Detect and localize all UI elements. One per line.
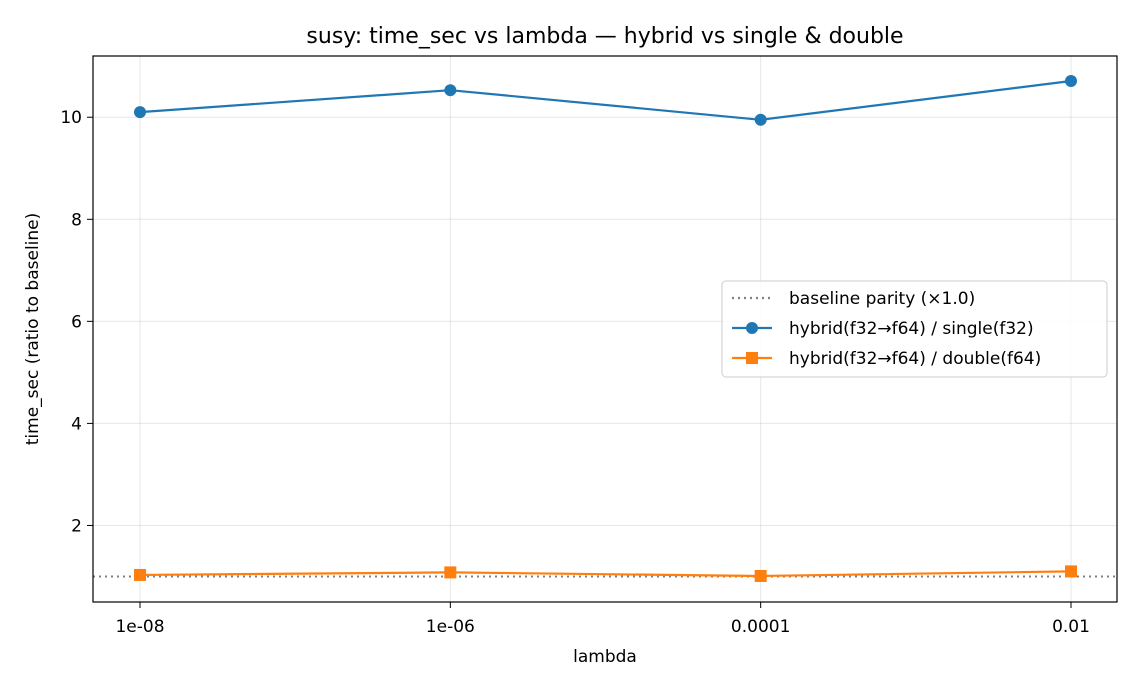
axis-ticks: 1e-08 1e-06 0.0001 0.01 2 4 6 8 10 <box>60 108 1090 637</box>
chart-title: susy: time_sec vs lambda — hybrid vs sin… <box>306 24 903 49</box>
data-point <box>1065 565 1077 578</box>
data-point <box>444 566 457 579</box>
data-point <box>754 569 767 582</box>
x-axis-label: lambda <box>573 647 637 667</box>
y-tick-label: 4 <box>71 414 82 434</box>
y-tick-label: 8 <box>71 210 82 230</box>
data-point <box>1065 75 1077 88</box>
data-point <box>134 568 146 581</box>
data-point <box>444 84 457 97</box>
series-layer <box>134 75 1077 582</box>
y-axis-label: time_sec (ratio to baseline) <box>23 213 43 446</box>
x-tick-label: 1e-08 <box>115 617 164 637</box>
legend-label: baseline parity (×1.0) <box>789 289 975 309</box>
plot-area-frame <box>92 55 1118 603</box>
legend-box <box>721 280 1108 378</box>
series-2 <box>134 565 1077 582</box>
legend-marker <box>746 322 758 334</box>
legend: baseline parity (×1.0) hybrid(f32→f64) / … <box>721 280 1108 378</box>
legend-label: hybrid(f32→f64) / double(f64) <box>789 349 1041 369</box>
y-tick-label: 6 <box>71 312 82 332</box>
legend-label: hybrid(f32→f64) / single(f32) <box>789 319 1034 339</box>
x-tick-label: 1e-06 <box>426 617 475 637</box>
grid <box>93 56 1117 602</box>
y-tick-label: 2 <box>71 516 82 536</box>
x-tick-label: 0.0001 <box>731 617 790 637</box>
series-line <box>139 79 1072 121</box>
series-1 <box>134 75 1077 126</box>
y-tick-label: 10 <box>60 108 82 128</box>
data-point <box>754 113 767 126</box>
legend-marker <box>746 352 758 364</box>
series-line <box>139 570 1072 578</box>
x-tick-label: 0.01 <box>1052 617 1090 637</box>
data-point <box>134 106 146 119</box>
